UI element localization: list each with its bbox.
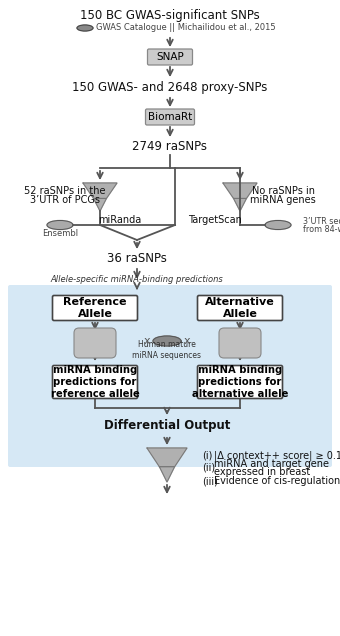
Text: miRNA binding
predictions for
alternative allele: miRNA binding predictions for alternativ… [192, 364, 288, 399]
Text: 150 BC GWAS-significant SNPs: 150 BC GWAS-significant SNPs [80, 8, 260, 22]
Polygon shape [159, 467, 175, 482]
Polygon shape [147, 448, 187, 467]
Text: Ensembl: Ensembl [42, 228, 78, 237]
Text: x: x [144, 336, 150, 346]
Text: expressed in breast: expressed in breast [214, 467, 310, 477]
FancyBboxPatch shape [8, 285, 332, 467]
Text: miRNA and target gene: miRNA and target gene [214, 459, 329, 469]
Text: x: x [184, 336, 190, 346]
Polygon shape [94, 198, 106, 211]
Text: TargetScan: TargetScan [188, 215, 242, 225]
Text: 3’UTR sequences: 3’UTR sequences [303, 216, 340, 226]
Polygon shape [83, 183, 117, 198]
Polygon shape [234, 198, 246, 211]
FancyBboxPatch shape [52, 366, 137, 399]
Text: (i): (i) [202, 451, 212, 461]
Text: SNAP: SNAP [156, 52, 184, 62]
Text: Evidence of cis-regulation in breas…: Evidence of cis-regulation in breas… [214, 476, 340, 486]
FancyBboxPatch shape [198, 366, 283, 399]
Text: miRNA binding
predictions for
reference allele: miRNA binding predictions for reference … [51, 364, 139, 399]
Text: 3’UTR of PCGs: 3’UTR of PCGs [30, 195, 100, 205]
Text: 150 GWAS- and 2648 proxy-SNPs: 150 GWAS- and 2648 proxy-SNPs [72, 81, 268, 93]
FancyBboxPatch shape [198, 296, 283, 321]
FancyBboxPatch shape [74, 328, 116, 358]
Text: 2749 raSNPs: 2749 raSNPs [133, 141, 207, 153]
Ellipse shape [77, 25, 93, 31]
FancyBboxPatch shape [52, 296, 137, 321]
Ellipse shape [265, 221, 291, 230]
Text: miRNA genes: miRNA genes [250, 195, 316, 205]
Text: |Δ context++ score| ≥ 0.151: |Δ context++ score| ≥ 0.151 [214, 451, 340, 461]
Text: from 84-way alignments: from 84-way alignments [303, 225, 340, 233]
Text: 52 raSNPs in the: 52 raSNPs in the [24, 186, 106, 196]
Ellipse shape [47, 221, 73, 230]
FancyBboxPatch shape [219, 328, 261, 358]
FancyBboxPatch shape [148, 49, 192, 65]
Text: 36 raSNPs: 36 raSNPs [107, 252, 167, 265]
Text: (iii): (iii) [202, 476, 218, 486]
FancyBboxPatch shape [146, 109, 194, 125]
Ellipse shape [153, 336, 181, 346]
Polygon shape [223, 183, 257, 198]
Text: Allele-specific miRNA-binding predictions: Allele-specific miRNA-binding prediction… [51, 275, 223, 284]
Text: Reference
Allele: Reference Allele [63, 297, 127, 319]
Text: No raSNPs in: No raSNPs in [252, 186, 314, 196]
Text: Human mature
miRNA sequences: Human mature miRNA sequences [133, 340, 202, 360]
Text: Alternative
Allele: Alternative Allele [205, 297, 275, 319]
Text: BiomaRt: BiomaRt [148, 112, 192, 122]
Text: (ii): (ii) [202, 462, 215, 472]
Text: GWAS Catalogue || Michailidou et al., 2015: GWAS Catalogue || Michailidou et al., 20… [96, 24, 276, 32]
Text: Differential Output: Differential Output [104, 418, 230, 431]
Text: miRanda: miRanda [98, 215, 142, 225]
